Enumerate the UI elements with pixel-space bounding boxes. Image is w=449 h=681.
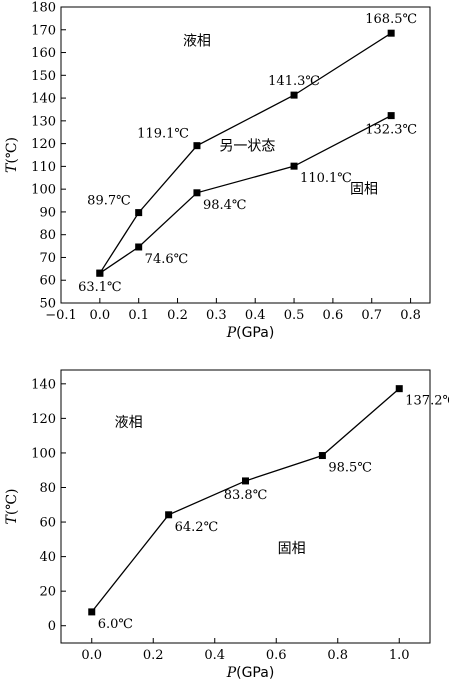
x-tick-label: 0.8 [400,308,421,323]
plot-frame [60,6,431,304]
y-axis-variable: T [4,513,20,524]
y-tick-label: 130 [31,114,56,129]
data-point-marker [290,91,298,99]
y-tick-label: 120 [31,412,56,427]
x-axis-unit: (GPa) [236,325,274,341]
y-axis-unit: (℃) [4,137,20,164]
data-point-marker [165,511,173,519]
data-label: 98.5℃ [328,461,372,476]
y-axis-unit: (℃) [4,489,20,516]
y-tick-label: 170 [31,23,56,38]
data-point-marker [395,385,403,393]
x-tick-label: 0.7 [361,308,382,323]
x-tick-label: −0.1 [45,308,77,323]
data-label: 83.8℃ [224,488,268,503]
x-axis-label: P(GPa) [226,665,275,681]
data-label: 98.4℃ [203,198,247,213]
y-tick-label: 60 [39,274,56,289]
data-label: 119.1℃ [137,127,189,142]
x-axis-variable: P [226,665,237,681]
y-axis-label: T(℃) [4,137,20,173]
data-point-marker [96,269,104,277]
data-label: 89.7℃ [87,194,131,209]
data-point-marker [290,162,298,170]
data-label: 63.1℃ [78,280,122,295]
y-axis-variable: T [4,162,20,173]
chart-bottom: 0.0 0.2 0.4 0.6 0.8 1.0 0 20 40 60 80 100 120 140 P(GP… [4,369,449,681]
x-tick-label: 1.0 [389,648,410,663]
data-point-marker [193,189,201,197]
x-tick-label: 0.3 [206,308,227,323]
x-tick-label: 0.4 [204,648,225,663]
x-axis-variable: P [226,325,237,341]
x-tick-label: 0.2 [143,648,164,663]
y-tick-label: 100 [31,446,56,461]
x-tick-label: 0.8 [327,648,348,663]
y-axis-label: T(℃) [4,489,20,525]
x-tick-label: 0.4 [245,308,266,323]
y-tick-label: 150 [31,69,56,84]
region-annotation: 固相 [350,182,378,198]
data-point-marker [242,477,249,485]
region-annotation: 液相 [115,415,143,431]
data-point-marker [88,608,96,616]
data-label: 132.3℃ [365,123,417,138]
y-tick-label: 100 [31,183,56,198]
x-axis-label: P(GPa) [226,325,275,341]
chart-top: −0.1 0.0 0.1 0.2 0.3 0.4 0.5 0.6 0.7 0.8 50 60 70 80 9… [4,1,431,341]
data-point-marker [193,142,201,150]
y-tick-label: 120 [31,137,56,152]
data-point-marker [318,452,326,460]
x-tick-label: 0.0 [81,648,102,663]
data-point-marker [135,243,143,251]
y-tick-label: 110 [31,160,56,175]
data-label: 6.0℃ [98,617,133,632]
y-tick-label: 90 [39,205,56,220]
region-annotation: 液相 [183,34,211,50]
y-tick-label: 50 [39,297,56,312]
data-point-marker [387,29,395,37]
y-tick-label: 20 [39,585,56,600]
y-tick-label: 140 [31,92,56,107]
x-tick-label: 0.6 [323,308,344,323]
data-label: 168.5℃ [365,12,417,27]
x-axis-unit: (GPa) [236,665,274,681]
x-tick-label: 0.6 [266,648,287,663]
data-label: 141.3℃ [268,74,320,89]
data-label: 74.6℃ [145,252,189,267]
y-tick-label: 140 [31,377,56,392]
plot-frame [60,369,431,644]
region-annotation: 固相 [278,541,306,557]
x-tick-label: 0.5 [284,308,305,323]
data-point-marker [135,209,143,217]
region-annotation: 另一状态 [219,138,275,154]
y-tick-label: 180 [31,1,56,16]
x-tick-label: 0.1 [128,308,149,323]
data-label: 110.1℃ [300,171,352,186]
x-tick-label: 0.0 [89,308,110,323]
y-tick-label: 0 [48,619,56,634]
y-tick-label: 70 [39,251,56,266]
y-tick-label: 160 [31,46,56,61]
data-point-marker [387,112,395,120]
x-tick-label: 0.2 [167,308,188,323]
y-tick-label: 40 [39,550,56,565]
y-tick-label: 60 [39,516,56,531]
data-label: 137.2℃ [405,394,449,409]
y-tick-label: 80 [39,228,56,243]
data-label: 64.2℃ [175,520,219,535]
y-tick-label: 80 [39,481,56,496]
